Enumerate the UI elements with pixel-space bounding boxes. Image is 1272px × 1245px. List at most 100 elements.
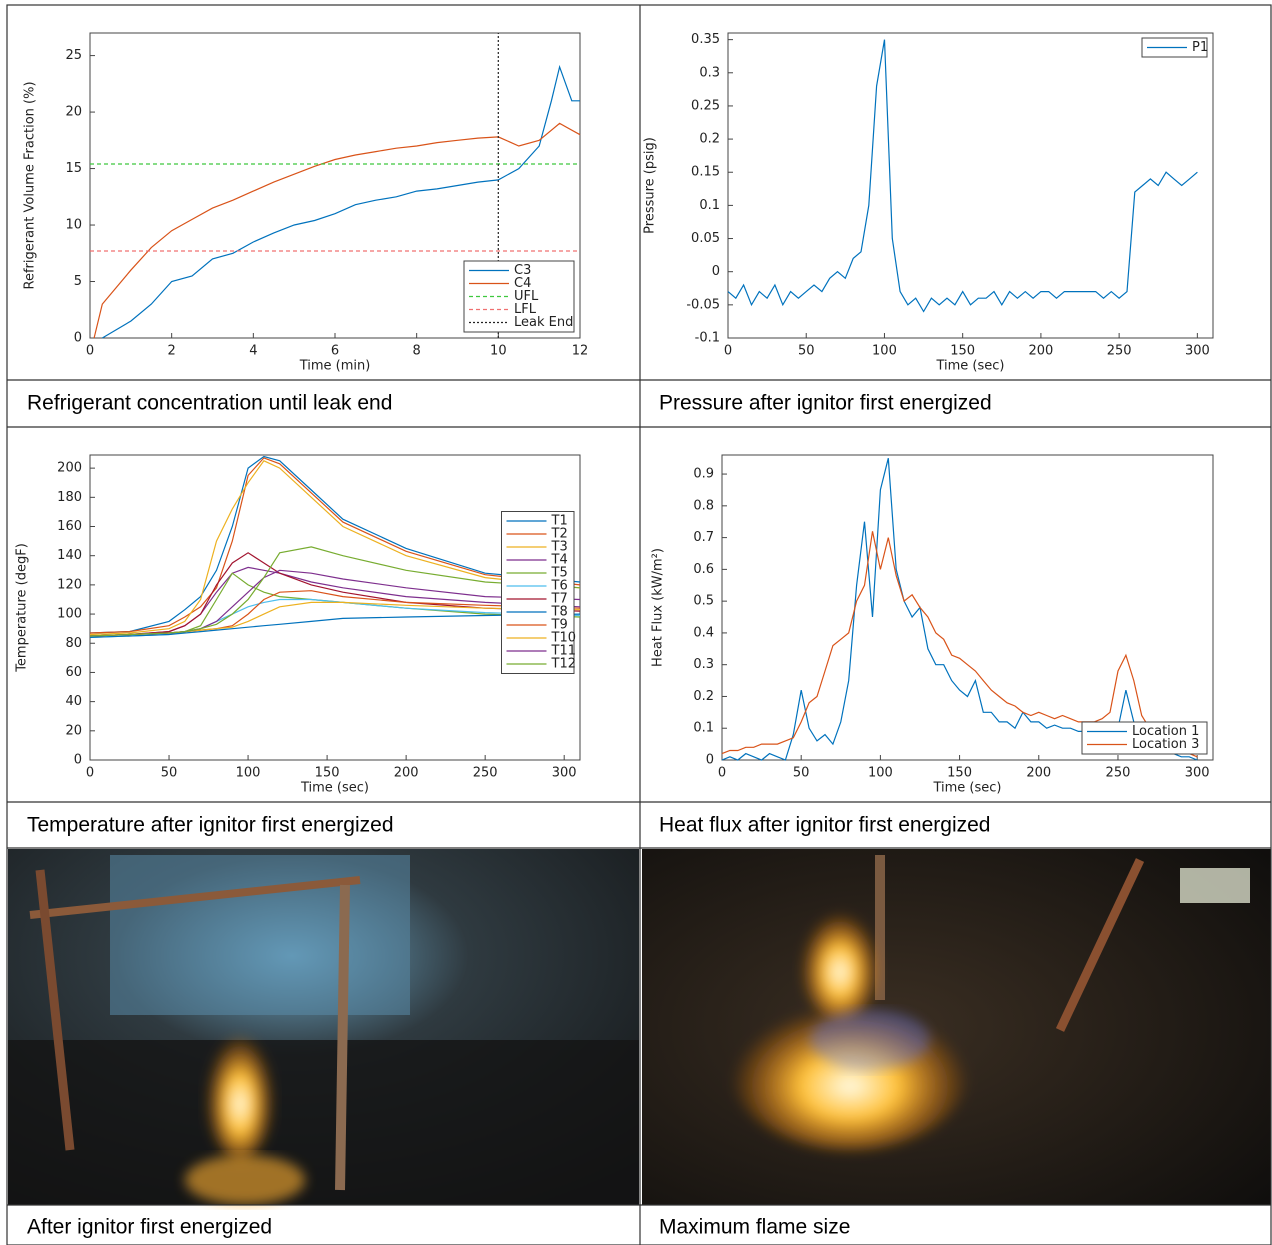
y-tick-label: 120 (57, 577, 82, 592)
caption: Heat flux after ignitor first energized (659, 814, 991, 837)
y-tick-label: 60 (65, 665, 82, 680)
x-tick-label: 0 (86, 344, 94, 359)
floor (8, 1040, 639, 1205)
table-borders (6, 4, 1272, 1245)
series-line (101, 64, 580, 339)
y-tick-label: 0.5 (693, 594, 714, 609)
legend-label: Leak End (514, 315, 573, 330)
x-tick-label: 12 (572, 344, 589, 359)
x-tick-label: 150 (947, 766, 972, 781)
series-line (721, 531, 1198, 758)
y-tick-label: 200 (57, 461, 82, 476)
legend-label: C4 (514, 276, 531, 291)
x-tick-label: 250 (473, 766, 498, 781)
y-tick-label: 0.3 (693, 657, 714, 672)
y-axis-label: Refrigerant Volume Fraction (%) (23, 81, 38, 289)
caption: Temperature after ignitor first energize… (27, 814, 394, 837)
y-tick-label: 0.1 (699, 198, 720, 213)
display-case (110, 855, 410, 1015)
flame (205, 1020, 275, 1160)
x-tick-label: 100 (236, 766, 261, 781)
series-line (89, 455, 581, 634)
photo-background (642, 849, 1271, 1205)
x-tick-label: 100 (868, 766, 893, 781)
y-tick-label: 0.05 (691, 231, 720, 246)
series-line (89, 613, 581, 638)
frame-bar (29, 876, 361, 919)
caption: Pressure after ignitor first energized (659, 392, 992, 415)
x-tick-label: 0 (86, 766, 94, 781)
y-tick-label: 25 (65, 48, 82, 63)
legend-label: UFL (514, 289, 539, 304)
legend-label: T3 (551, 540, 568, 555)
series-line (89, 552, 581, 637)
caption: Maximum flame size (659, 1216, 850, 1239)
x-tick-label: 200 (394, 766, 419, 781)
legend-box (501, 511, 575, 674)
legend-label: T11 (551, 644, 576, 659)
y-axis-label: Heat Flux (kW/m²) (651, 548, 666, 667)
y-axis-label: Pressure (psig) (643, 137, 658, 234)
plot-area (727, 32, 1214, 339)
y-tick-label: 0.8 (693, 498, 714, 513)
legend-label: C3 (514, 263, 531, 278)
legend-label: Location 1 (1132, 724, 1199, 739)
x-axis-label: Time (sec) (935, 359, 1004, 374)
x-tick-label: 150 (950, 344, 975, 359)
legend: P1 (1141, 37, 1208, 58)
x-tick-label: 250 (1106, 766, 1131, 781)
chart: 0 2 4 6 8 10 12 0 5 10 15 20 25 Time (min) Refrigerant… (23, 32, 589, 374)
outer-border (6, 4, 1272, 1245)
x-tick-label: 10 (490, 344, 507, 359)
flame (800, 900, 880, 1020)
floor-glow (185, 1155, 305, 1205)
y-tick-label: 0 (74, 753, 82, 768)
x-tick-label: 50 (798, 344, 815, 359)
x-tick-label: 8 (413, 344, 421, 359)
y-tick-label: 140 (57, 548, 82, 563)
y-tick-label: 40 (65, 694, 82, 709)
legend-label: T4 (551, 553, 568, 568)
legend-label: T2 (551, 527, 568, 542)
y-tick-label: 0 (706, 753, 714, 768)
legend-label: T5 (551, 566, 568, 581)
light (1180, 868, 1250, 903)
plot-area (721, 454, 1214, 761)
y-tick-label: 15 (65, 161, 82, 176)
y-tick-label: 0 (712, 264, 720, 279)
y-tick-label: 0.15 (691, 165, 720, 180)
frame-post (335, 884, 350, 1191)
frame-post (1055, 858, 1145, 1032)
y-tick-label: 0.4 (693, 625, 714, 640)
y-tick-label: -0.1 (695, 331, 720, 346)
x-axis-label: Time (min) (299, 359, 371, 374)
y-tick-label: 0 (74, 331, 82, 346)
x-tick-label: 2 (168, 344, 176, 359)
legend-label: T9 (551, 618, 568, 633)
caption: Refrigerant concentration until leak end (27, 392, 392, 415)
x-tick-label: 4 (249, 344, 257, 359)
legend-label: LFL (514, 302, 537, 317)
y-tick-label: 10 (65, 218, 82, 233)
x-tick-label: 300 (552, 766, 577, 781)
series-line (89, 457, 581, 634)
x-tick-label: 50 (161, 766, 178, 781)
x-tick-label: 300 (1185, 766, 1210, 781)
legend-label: P1 (1192, 40, 1208, 55)
legend-box (1081, 721, 1208, 755)
y-tick-label: 180 (57, 490, 82, 505)
y-tick-label: 20 (65, 723, 82, 738)
x-tick-label: 250 (1107, 344, 1132, 359)
plot-area (89, 454, 581, 761)
x-tick-label: 100 (872, 344, 897, 359)
y-tick-label: 80 (65, 636, 82, 651)
legend-label: Location 3 (1132, 737, 1199, 752)
frame-post (35, 869, 75, 1151)
x-tick-label: 200 (1026, 766, 1051, 781)
legend-label: T10 (551, 631, 576, 646)
y-tick-label: 20 (65, 105, 82, 120)
y-tick-label: 0.6 (693, 562, 714, 577)
y-axis-label: Temperature (degF) (15, 543, 30, 673)
